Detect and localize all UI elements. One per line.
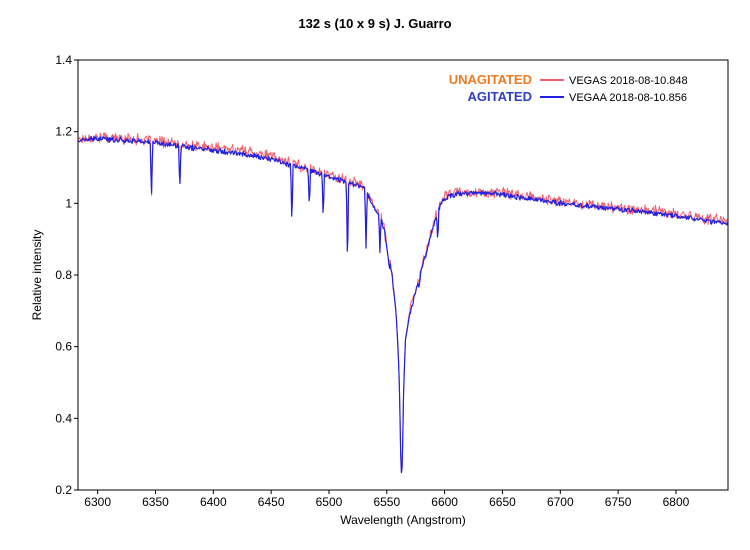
x-tick-label: 6350 bbox=[142, 495, 169, 509]
x-axis-label: Wavelength (Angstrom) bbox=[340, 513, 466, 527]
y-tick-label: 0.6 bbox=[55, 340, 72, 354]
legend: UNAGITATED VEGAS 2018-08-10.848 AGITATED… bbox=[449, 72, 688, 104]
x-tick-label: 6300 bbox=[84, 495, 111, 509]
y-tick-label: 1.2 bbox=[55, 125, 72, 139]
x-tick-label: 6550 bbox=[373, 495, 400, 509]
x-tick-label: 6700 bbox=[547, 495, 574, 509]
x-tick-label: 6500 bbox=[316, 495, 343, 509]
legend-label-agitated: VEGAA 2018-08-10.856 bbox=[569, 92, 687, 104]
y-tick-label: 0.4 bbox=[55, 411, 72, 425]
x-tick-label: 6400 bbox=[200, 495, 227, 509]
legend-item-agitated: AGITATED VEGAA 2018-08-10.856 bbox=[467, 89, 687, 104]
y-tick-label: 1.4 bbox=[55, 53, 72, 67]
y-axis-label: Relative intensity bbox=[30, 230, 44, 321]
x-tick-label: 6600 bbox=[431, 495, 458, 509]
legend-label-unagitated: VEGAS 2018-08-10.848 bbox=[569, 75, 688, 87]
x-tick-label: 6650 bbox=[489, 495, 516, 509]
legend-item-unagitated: UNAGITATED VEGAS 2018-08-10.848 bbox=[449, 72, 688, 87]
legend-tag-unagitated: UNAGITATED bbox=[449, 72, 532, 87]
y-tick-label: 1 bbox=[65, 196, 72, 210]
x-axis: 6300 6350 6400 6450 6500 6550 6600 6650 6700 6750… bbox=[84, 490, 690, 509]
x-tick-label: 6800 bbox=[663, 495, 690, 509]
y-axis: 0.2 0.4 0.6 0.8 1 1.2 1.4 bbox=[55, 53, 78, 497]
chart-title: 132 s (10 x 9 s) J. Guarro bbox=[298, 16, 451, 31]
series-line-agitated bbox=[78, 135, 728, 474]
x-tick-label: 6450 bbox=[258, 495, 285, 509]
series-lines bbox=[78, 132, 728, 474]
y-tick-label: 0.2 bbox=[55, 483, 72, 497]
legend-tag-agitated: AGITATED bbox=[467, 89, 532, 104]
y-tick-label: 0.8 bbox=[55, 268, 72, 282]
x-tick-label: 6750 bbox=[605, 495, 632, 509]
